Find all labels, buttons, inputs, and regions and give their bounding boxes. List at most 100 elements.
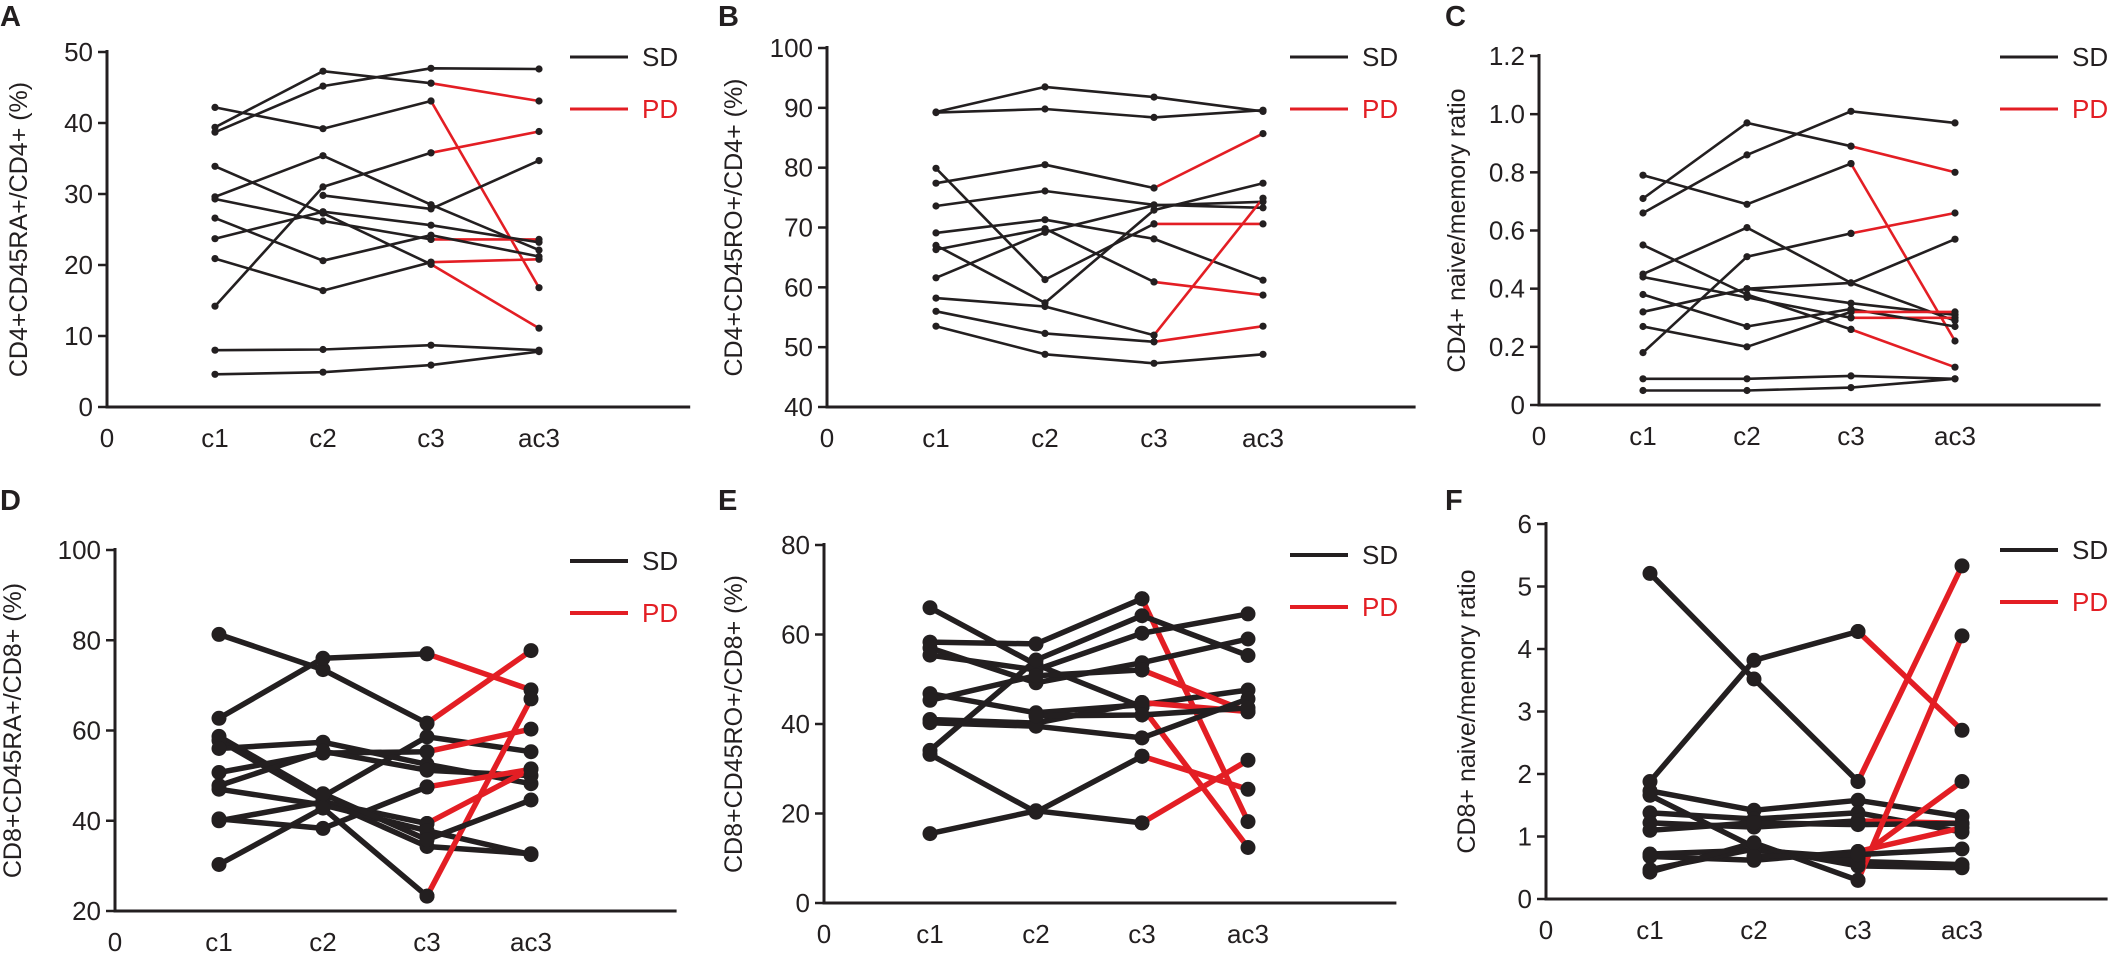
data-point — [535, 324, 543, 332]
data-point — [211, 346, 219, 354]
data-point — [315, 820, 331, 836]
data-point — [211, 370, 219, 378]
y-tick-label: 0 — [1518, 884, 1532, 914]
data-point — [1639, 171, 1647, 179]
series-line-sd — [214, 154, 540, 252]
data-point — [1028, 636, 1044, 652]
data-point — [211, 302, 219, 310]
series-line-sd — [1642, 287, 1956, 317]
data-point — [1847, 107, 1855, 115]
data-point — [1028, 718, 1044, 734]
x-tick-label: c3 — [417, 423, 444, 453]
data-point — [1951, 209, 1959, 217]
series-line-sd — [1642, 293, 1956, 328]
series-line-pd — [426, 766, 532, 790]
data-point — [1847, 314, 1855, 322]
series-line-pd — [1153, 280, 1264, 297]
data-point — [1134, 625, 1150, 641]
data-point — [211, 626, 227, 642]
data-point — [1639, 349, 1647, 357]
legend-label-pd: PD — [1362, 94, 1398, 124]
data-point — [1150, 359, 1158, 367]
data-point — [419, 744, 435, 760]
x-tick-label: 0 — [100, 423, 114, 453]
data-point — [1240, 606, 1256, 622]
x-tick-label: 0 — [1539, 915, 1553, 945]
data-point — [211, 162, 219, 170]
x-tick-label: 0 — [820, 423, 834, 453]
data-point — [427, 361, 435, 369]
y-tick-label: 40 — [781, 709, 810, 739]
data-point — [419, 729, 435, 745]
data-point — [1259, 350, 1267, 358]
data-point — [419, 715, 435, 731]
data-point — [427, 79, 435, 87]
data-point — [1743, 375, 1751, 383]
legend-label-sd: SD — [642, 42, 678, 72]
legend: SD PD — [1290, 540, 1398, 622]
data-point — [319, 287, 327, 295]
panel-letter: C — [1445, 1, 1466, 33]
data-point — [1259, 204, 1267, 212]
legend: SD PD — [570, 546, 678, 628]
data-point — [1150, 113, 1158, 121]
y-tick-label: 0.4 — [1489, 274, 1525, 304]
y-tick-label: 60 — [784, 272, 813, 302]
y-tick-label: 100 — [58, 535, 101, 565]
data-point — [1850, 872, 1866, 888]
data-point — [932, 164, 940, 172]
data-point — [1850, 792, 1866, 808]
x-tick-label: ac3 — [1227, 919, 1269, 949]
panel-letter: B — [718, 1, 739, 33]
data-point — [922, 715, 938, 731]
data-point — [1951, 235, 1959, 243]
data-point — [535, 348, 543, 356]
data-point — [211, 765, 227, 780]
data-point — [319, 217, 327, 225]
data-point — [1746, 815, 1762, 831]
data-point — [319, 125, 327, 133]
series-line-sd — [1649, 788, 1963, 820]
y-tick-label: 0.2 — [1489, 332, 1525, 362]
data-point — [1639, 308, 1647, 316]
data-point — [1639, 194, 1647, 203]
data-point — [1642, 864, 1658, 880]
panel-d: D 20 40 60 80 100 0 c1 c2 c3 ac3 CD8+CD45RA+/CD8+ (… — [0, 485, 678, 957]
x-tick-label: 0 — [108, 927, 122, 957]
data-point — [1259, 220, 1267, 228]
data-point — [535, 65, 543, 73]
legend-label-sd: SD — [642, 546, 678, 576]
data-point — [1954, 558, 1970, 574]
data-point — [535, 157, 543, 165]
series-line-sd — [935, 324, 1264, 365]
data-point — [1642, 787, 1658, 803]
series-line-pd — [1141, 753, 1249, 792]
x-tick-label: c1 — [922, 423, 949, 453]
data-point — [523, 744, 539, 760]
data-point — [535, 238, 543, 246]
data-point — [1639, 386, 1647, 395]
data-point — [211, 103, 219, 111]
data-point — [1240, 752, 1256, 768]
data-point — [535, 127, 543, 136]
series-line-sd — [1642, 162, 1852, 206]
legend: SD PD — [2000, 42, 2108, 124]
data-point — [1150, 278, 1158, 286]
series-line-sd — [1649, 820, 1963, 834]
legend-label-pd: PD — [2072, 94, 2108, 124]
series-line-sd — [935, 85, 1264, 114]
data-point — [1639, 322, 1647, 331]
data-point — [932, 294, 940, 302]
series-line-pd — [429, 100, 541, 289]
data-point — [1028, 652, 1044, 668]
data-point — [1041, 161, 1049, 169]
data-point — [1746, 849, 1762, 864]
data-point — [211, 128, 219, 136]
series-line-sd — [1642, 121, 1852, 200]
data-point — [1951, 363, 1959, 371]
data-point — [1150, 331, 1158, 339]
data-point — [1041, 228, 1049, 236]
data-point — [315, 786, 331, 802]
legend-label-pd: PD — [1362, 592, 1398, 622]
